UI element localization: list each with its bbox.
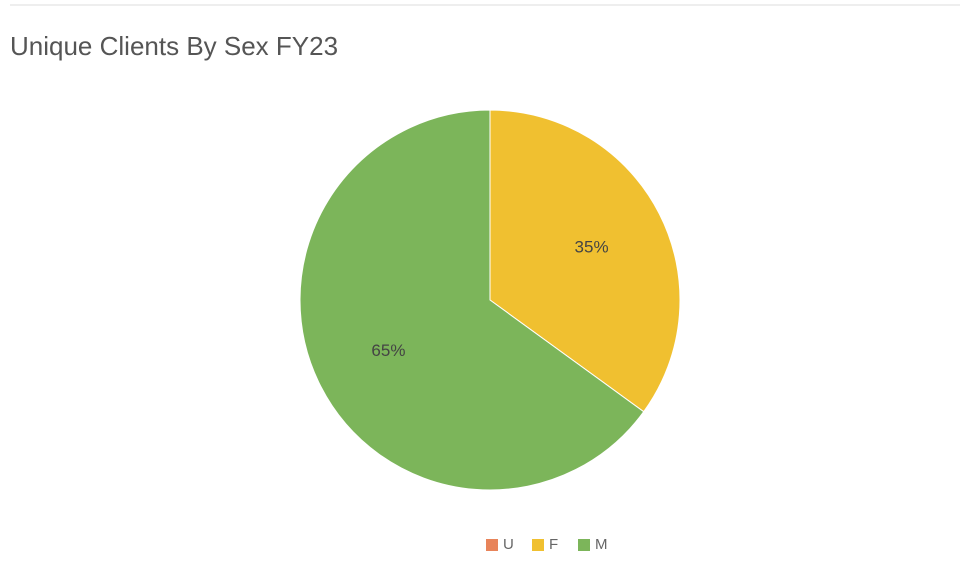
legend-label: M (595, 536, 608, 553)
legend-label: F (549, 536, 558, 553)
chart-title: Unique Clients By Sex FY23 (10, 31, 338, 61)
slice-label: 65% (371, 341, 405, 360)
legend-swatch (578, 539, 590, 551)
legend-label: U (503, 536, 514, 553)
legend-swatch (532, 539, 544, 551)
chart: Unique Clients By Sex FY23 35% 65% U F M (0, 0, 966, 582)
slice-label: 35% (575, 238, 609, 257)
legend-swatch (486, 539, 498, 551)
